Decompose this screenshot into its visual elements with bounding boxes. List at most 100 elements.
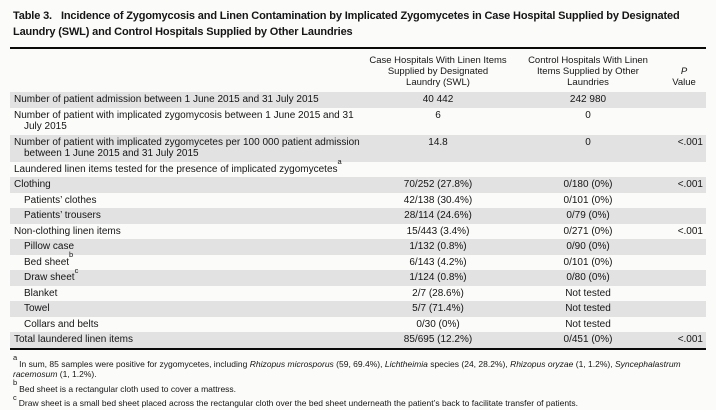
row-label: Total laundered linen items bbox=[14, 334, 133, 345]
table-row: Number of patient admission between 1 Ju… bbox=[10, 92, 706, 108]
col-header-label bbox=[10, 48, 362, 92]
control-value-cell: 0/80 (0%) bbox=[566, 272, 610, 283]
row-label-cell: Draw sheetc bbox=[10, 265, 362, 286]
row-label: Non-clothing linen items bbox=[14, 225, 121, 237]
table-row: Number of patient with implicated zygomy… bbox=[10, 108, 706, 135]
control-value-cell: 0/451 (0%) bbox=[514, 332, 662, 350]
row-label: Blanket bbox=[24, 287, 58, 299]
p-value-cell bbox=[662, 255, 706, 271]
case-value-cell: 42/138 (30.4%) bbox=[403, 194, 473, 206]
row-label: Pillow case bbox=[24, 241, 75, 252]
footnote-marker: b bbox=[13, 378, 18, 388]
case-value-cell: 85/695 (12.2%) bbox=[362, 332, 514, 350]
col-header-p-line: Value bbox=[672, 77, 696, 88]
control-value-cell: Not tested bbox=[565, 303, 611, 314]
footnote-species-name: Lichtheimia bbox=[384, 358, 428, 369]
row-label-cell: Bed sheetb bbox=[10, 251, 362, 271]
data-table: Case Hospitals With Linen Items Supplied … bbox=[10, 47, 706, 350]
col-header-p-value: P Value bbox=[662, 48, 706, 92]
table-row: Patients’ clothes 42/138 (30.4%) 0/101 (0%… bbox=[10, 193, 706, 209]
footnote-text: Bed sheet is a rectangular cloth used to… bbox=[19, 383, 237, 394]
col-header-case: Case Hospitals With Linen Items Supplied … bbox=[362, 48, 514, 92]
table-row: Non-clothing linen items 15/443 (3.4%) 0/2… bbox=[10, 224, 706, 240]
case-value-cell: 14.8 bbox=[428, 136, 448, 148]
row-label-cell: Blanket bbox=[10, 286, 362, 302]
table-row: Clothing 70/252 (27.8%) 0/180 (0%) <.001 bbox=[10, 177, 706, 193]
row-label: Number of patient with implicated zygomy… bbox=[14, 109, 354, 133]
p-value-cell bbox=[662, 162, 706, 178]
control-value-cell: 0 bbox=[585, 136, 591, 148]
footnote-text: (1, 1.2%). bbox=[57, 369, 97, 379]
footnote: aIn sum, 85 samples were positive for zy… bbox=[13, 354, 702, 380]
col-header-control-line: Control Hospitals With Linen bbox=[528, 55, 648, 66]
row-label-cell: Number of patient with implicated zygomy… bbox=[10, 135, 362, 162]
col-header-control-line: Laundries bbox=[567, 77, 609, 88]
table-row: Collars and belts 0/30 (0%) Not tested bbox=[10, 317, 706, 333]
table-row: Total laundered linen items 85/695 (12.2%… bbox=[10, 332, 706, 350]
table-title: Table 3. Incidence of Zygomycosis and Lin… bbox=[0, 0, 716, 40]
table-title-text: Incidence of Zygomycosis and Linen Conta… bbox=[13, 10, 680, 38]
table-row: Pillow case 1/132 (0.8%) 0/90 (0%) bbox=[10, 239, 706, 255]
row-label-cell: Collars and belts bbox=[10, 317, 362, 333]
p-value-cell bbox=[662, 239, 706, 255]
case-value-cell: 70/252 (27.8%) bbox=[403, 179, 473, 190]
case-value-cell bbox=[362, 162, 514, 178]
row-label: Patients’ clothes bbox=[24, 194, 97, 206]
row-label: Collars and belts bbox=[24, 318, 99, 330]
table-row: Patients’ trousers 28/114 (24.6%) 0/79 (0%… bbox=[10, 208, 706, 224]
header-row: Case Hospitals With Linen Items Supplied … bbox=[10, 48, 706, 92]
case-value-cell: 5/7 (71.4%) bbox=[412, 303, 464, 314]
p-value-cell: <.001 bbox=[677, 225, 703, 237]
footnote-marker: c bbox=[13, 392, 17, 402]
col-header-case-line: Case Hospitals With Linen Items bbox=[369, 55, 507, 66]
col-header-control-line: Items Supplied by Other bbox=[537, 66, 639, 77]
row-label-cell: Non-clothing linen items bbox=[10, 224, 362, 240]
control-value-cell: 242 980 bbox=[569, 94, 607, 105]
table-row: Draw sheetc 1/124 (0.8%) 0/80 (0%) bbox=[10, 265, 706, 286]
control-value-cell: 0/101 (0%) bbox=[563, 194, 613, 206]
footnote: bBed sheet is a rectangular cloth used t… bbox=[13, 379, 702, 395]
table-header: Case Hospitals With Linen Items Supplied … bbox=[10, 48, 706, 92]
row-label-cell: Laundered linen items tested for the pre… bbox=[10, 158, 362, 178]
table-row: Bed sheetb 6/143 (4.2%) 0/101 (0%) bbox=[10, 251, 706, 271]
row-label-cell: Pillow case bbox=[10, 239, 362, 255]
table-row: Blanket 2/7 (28.6%) Not tested bbox=[10, 286, 706, 302]
control-value-cell: 0/271 (0%) bbox=[563, 225, 613, 237]
case-value-cell: 2/7 (28.6%) bbox=[412, 287, 464, 299]
footnote-marker: a bbox=[337, 157, 342, 167]
p-value-cell: <.001 bbox=[677, 136, 703, 148]
p-value-cell bbox=[662, 301, 706, 317]
row-label-cell: Patients’ clothes bbox=[10, 193, 362, 209]
col-header-case-line: Supplied by Designated bbox=[387, 66, 489, 77]
control-value-cell: Not tested bbox=[565, 318, 611, 330]
case-value-cell: 15/443 (3.4%) bbox=[406, 225, 470, 237]
control-value-cell: 0 bbox=[585, 109, 591, 121]
footnote-species-name: Rhizopus microsporus bbox=[249, 358, 334, 369]
footnote-text: Draw sheet is a small bed sheet placed a… bbox=[18, 398, 579, 408]
col-header-p-line: P bbox=[680, 66, 688, 77]
row-label: Draw sheetc bbox=[24, 265, 79, 283]
p-value-cell bbox=[662, 92, 706, 108]
control-value-cell: 0/90 (0%) bbox=[566, 241, 610, 252]
control-value-cell: Not tested bbox=[565, 287, 611, 299]
row-label-cell: Patients’ trousers bbox=[10, 208, 362, 224]
control-value-cell: 0/101 (0%) bbox=[563, 256, 613, 268]
footnote-species-name: Rhizopus oryzae bbox=[510, 358, 574, 369]
row-label: Clothing bbox=[14, 179, 51, 190]
col-header-control: Control Hospitals With Linen Items Suppli… bbox=[514, 48, 662, 92]
p-value-cell: <.001 bbox=[677, 179, 703, 190]
footnote-marker: c bbox=[74, 265, 79, 275]
footnote-text: In sum, 85 samples were positive for zyg… bbox=[19, 358, 250, 369]
row-label-cell: Total laundered linen items bbox=[10, 332, 362, 350]
row-label-cell: Towel bbox=[10, 301, 362, 317]
table-row: Towel 5/7 (71.4%) Not tested bbox=[10, 301, 706, 317]
p-value-cell: <.001 bbox=[662, 332, 706, 350]
table-body: Number of patient admission between 1 Ju… bbox=[10, 92, 706, 350]
control-value-cell bbox=[514, 162, 662, 178]
row-label-cell: Clothing bbox=[10, 177, 362, 193]
p-value-cell bbox=[662, 286, 706, 302]
row-label: Number of patient admission between 1 Ju… bbox=[14, 94, 319, 105]
footnote-text: (59, 69.4%), bbox=[333, 358, 385, 369]
case-value-cell: 1/132 (0.8%) bbox=[409, 241, 467, 252]
